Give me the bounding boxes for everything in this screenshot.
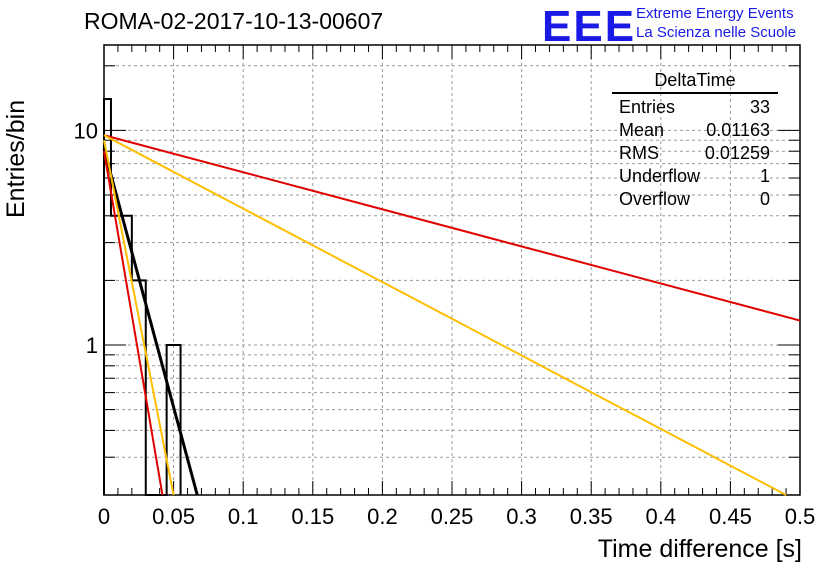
stats-label: RMS <box>619 143 659 163</box>
x-tick-label: 0.15 <box>291 504 334 529</box>
stats-title: DeltaTime <box>612 70 778 94</box>
histogram-outline <box>103 98 182 496</box>
stats-row-overflow: Overflow 0 <box>612 188 778 211</box>
grid <box>104 45 800 496</box>
orange-fit-curve <box>103 140 175 496</box>
stats-box: DeltaTime Entries 33 Mean 0.01163 RMS 0.012… <box>612 70 778 211</box>
stats-value: 0.01259 <box>704 143 770 163</box>
x-tick-label: 0.35 <box>570 504 613 529</box>
red-fit-curve <box>103 134 801 322</box>
stats-row-mean: Mean 0.01163 <box>612 119 778 142</box>
stats-label: Mean <box>619 120 665 140</box>
stats-value: 0.01163 <box>706 120 770 140</box>
y-tick-labels: 1 10 <box>74 118 98 358</box>
orange-fit-curve <box>103 134 787 496</box>
x-tick-label: 0.45 <box>709 504 752 529</box>
axis-ticks <box>103 45 801 496</box>
x-tick-labels: 0 0.05 0.1 0.15 0.2 0.25 0.3 0.35 0.4 0.45 0.5 <box>98 504 815 529</box>
x-tick-label: 0.05 <box>152 504 195 529</box>
logo-caption: Extreme Energy Events La Scienza nelle S… <box>636 4 796 42</box>
stats-row-entries: Entries 33 <box>612 96 778 119</box>
y-tick-label: 10 <box>74 118 98 143</box>
x-tick-label: 0.5 <box>785 504 816 529</box>
x-tick-label: 0 <box>98 504 110 529</box>
stats-label: Underflow <box>619 166 701 186</box>
chart-title: ROMA-02-2017-10-13-00607 <box>84 8 384 34</box>
x-tick-label: 0.3 <box>506 504 537 529</box>
stats-value: 1 <box>759 166 770 186</box>
x-tick-label: 0.25 <box>431 504 474 529</box>
eee-logo: EEE <box>542 2 637 51</box>
stats-row-underflow: Underflow 1 <box>612 165 778 188</box>
stats-value: 33 <box>749 97 770 117</box>
fit-curves <box>102 134 801 496</box>
histogram-bin <box>118 216 132 495</box>
stats-value: 0 <box>759 189 770 209</box>
black-fit-curve <box>102 148 199 496</box>
stats-label: Overflow <box>619 189 691 209</box>
logo-caption-line1: Extreme Energy Events <box>636 5 794 22</box>
y-axis-label-text: Entries/bin <box>2 99 30 218</box>
y-axis-label: Entries/bin <box>2 100 31 218</box>
red-fit-curve <box>103 151 164 496</box>
x-tick-label: 0.4 <box>646 504 677 529</box>
stats-row-rms: RMS 0.01259 <box>612 142 778 165</box>
x-tick-label: 0.1 <box>228 504 259 529</box>
stats-label: Entries <box>619 97 676 117</box>
logo-caption-line2: La Scienza nelle Scuole <box>636 24 797 41</box>
x-tick-label: 0.2 <box>367 504 398 529</box>
histogram-bin <box>111 216 118 495</box>
y-tick-label: 1 <box>86 333 98 358</box>
histogram <box>103 98 182 496</box>
x-axis-label: Time difference [s] <box>597 535 802 563</box>
